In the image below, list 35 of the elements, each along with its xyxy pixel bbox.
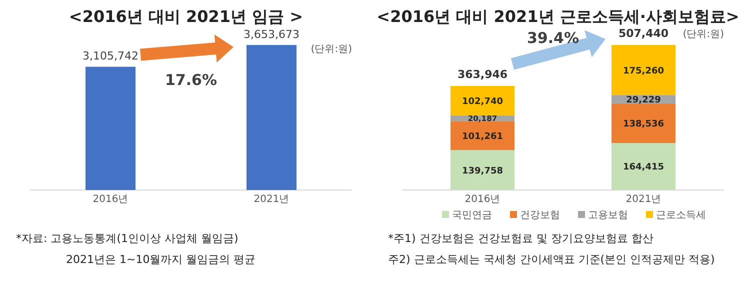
text: 2021년은 1~10월까지 월임금의 평균 — [66, 253, 256, 266]
annotation: 17.6% — [164, 71, 218, 89]
data-label: 138,536 — [623, 119, 664, 130]
text: (단위:원) — [682, 29, 724, 40]
legend-label: 건강보험 — [520, 210, 560, 221]
chart-title: <2016년 대비 2021년 임금 > — [68, 7, 304, 26]
bar — [450, 150, 514, 190]
text: 주2) 근로소득세는 국세청 간이세액표 기준(본인 인적공제만 적용) — [388, 253, 715, 266]
text: *자료: 고용노동통계(1인이상 사업체 월임금) — [16, 232, 238, 245]
data-label: 3,105,742 — [82, 50, 138, 63]
x-tick-label: 2016년 — [464, 194, 500, 205]
x-tick-label: 2021년 — [254, 194, 290, 205]
text: *주1) 건강보험은 건강보험료 및 장기요양보험료 합산 — [388, 232, 654, 245]
legend-label: 근로소득세 — [656, 210, 706, 221]
data-label: 3,653,673 — [244, 28, 300, 41]
bar — [450, 121, 514, 150]
x-tick-label: 2016년 — [92, 194, 128, 205]
bar — [612, 103, 676, 144]
total-label: 363,946 — [457, 68, 508, 82]
data-label: 29,229 — [626, 95, 661, 106]
data-label: 101,261 — [462, 132, 503, 142]
bar — [612, 143, 676, 190]
x-tick-label: 2021년 — [626, 194, 662, 205]
bar — [612, 45, 676, 96]
data-label: 102,740 — [462, 96, 503, 107]
bar — [450, 86, 514, 116]
total-label: 507,440 — [618, 27, 669, 40]
data-label: 164,415 — [623, 162, 664, 173]
data-label: 175,260 — [623, 66, 664, 76]
annotation: 39.4% — [526, 29, 580, 47]
data-label: 139,758 — [462, 166, 503, 176]
annotation: (단위:원) — [310, 44, 352, 55]
chart-title: <2016년 대비 2021년 근로소득세·사회보험료> — [376, 7, 740, 26]
legend-label: 국민연금 — [452, 210, 492, 221]
legend-label: 고용보험 — [588, 210, 628, 221]
